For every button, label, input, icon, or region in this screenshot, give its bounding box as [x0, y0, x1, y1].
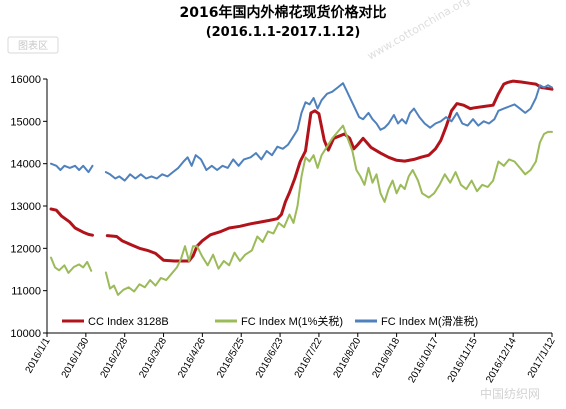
- y-tick-label: 13000: [10, 201, 41, 213]
- watermark-tag-box: [7, 36, 59, 54]
- series-line-1: [49, 79, 554, 263]
- x-axis-ticks: 2016/1/1 2016/1/30 2016/2/28 2016/3/28 2016/…: [24, 333, 558, 385]
- watermark-corner: 中国纺织网: [480, 386, 540, 401]
- x-tick-label: 2016/9/18: [370, 336, 402, 380]
- y-axis-ticks: 10000 11000 12000 13000 14000 15000 16000: [10, 74, 47, 340]
- series-line-3: [50, 82, 553, 182]
- x-tick-label: 2016/6/23: [254, 336, 286, 380]
- y-tick-label: 11000: [11, 286, 41, 298]
- x-tick-label: 2016/5/25: [215, 336, 247, 380]
- x-tick-label: 2016/3/28: [137, 336, 169, 380]
- y-tick-label: 14000: [10, 159, 41, 171]
- legend-label: FC Index M(1%关税): [241, 314, 343, 328]
- x-tick-label: 2016/11/15: [446, 336, 480, 385]
- x-tick-label: 2016/1/1: [24, 336, 53, 376]
- legend-label: FC Index M(滑准税): [381, 314, 478, 328]
- x-tick-label: 2016/4/26: [176, 336, 208, 380]
- x-tick-label: 2016/10/17: [407, 336, 442, 385]
- legend: CC Index 3128B FC Index M(1%关税) FC Index M…: [62, 314, 478, 328]
- y-tick-label: 10000: [10, 328, 41, 340]
- y-tick-label: 16000: [10, 74, 41, 86]
- x-tick-label: 2016/2/28: [99, 336, 131, 380]
- x-tick-label: 2016/8/20: [332, 336, 364, 380]
- x-tick-label: 2016/1/30: [60, 336, 92, 380]
- series-layer: [49, 79, 554, 296]
- x-tick-label: 2016/12/14: [484, 336, 519, 385]
- y-tick-label: 12000: [10, 243, 41, 255]
- series-line-2: [50, 124, 553, 296]
- legend-label: CC Index 3128B: [88, 316, 169, 328]
- chart-subtitle: (2016.1.1-2017.1.12): [206, 25, 361, 40]
- watermark-tag: 图表区: [18, 39, 48, 52]
- y-tick-label: 15000: [10, 116, 41, 128]
- x-tick-label: 2016/7/22: [293, 336, 325, 380]
- chart-title: 2016年国内外棉花现货价格对比: [180, 4, 387, 21]
- x-tick-label: 2017/1/12: [526, 336, 558, 380]
